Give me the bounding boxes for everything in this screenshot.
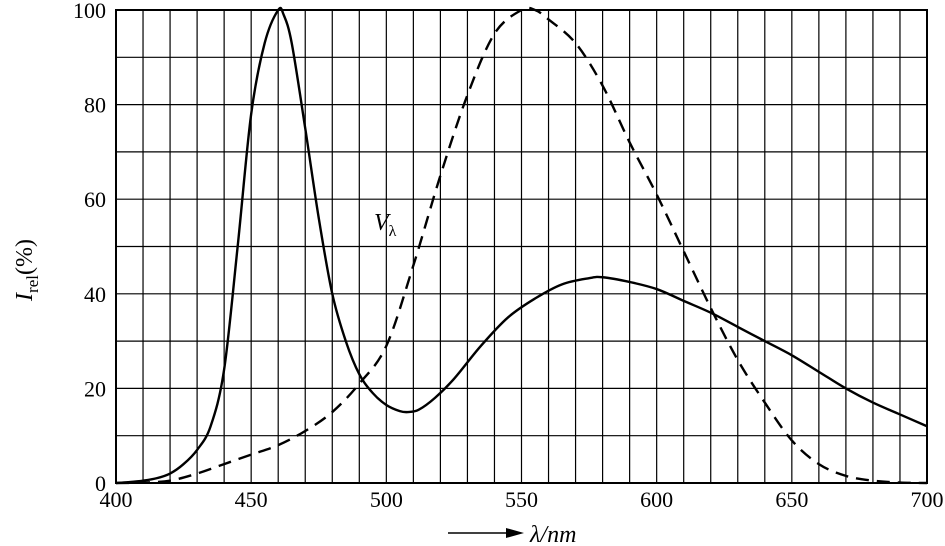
y-tick-label: 100 bbox=[73, 0, 106, 23]
x-axis-label-text: λ/nm bbox=[529, 522, 576, 546]
curves bbox=[115, 6, 928, 485]
y-tick-label: 0 bbox=[95, 471, 106, 496]
series-line-solid bbox=[115, 6, 928, 485]
x-tick-label: 450 bbox=[235, 487, 268, 512]
y-tick-label: 60 bbox=[84, 187, 106, 212]
y-tick-label: 40 bbox=[84, 282, 106, 307]
y-axis-label: Irel(%) bbox=[12, 239, 42, 302]
y-tick-label: 80 bbox=[84, 93, 106, 118]
tick-labels: 400 450 500 550 600 650 700 0 20 40 60 80 100 bbox=[73, 0, 944, 512]
x-tick-label: 650 bbox=[775, 487, 808, 512]
x-axis-label: λ/nm bbox=[448, 522, 576, 546]
series-label-v-lambda: Vλ bbox=[374, 210, 397, 240]
x-tick-label: 600 bbox=[640, 487, 673, 512]
x-axis-arrowhead-icon bbox=[506, 528, 524, 538]
y-axis-label-unit: (%) bbox=[12, 239, 38, 275]
series-label-sub: λ bbox=[389, 223, 397, 240]
y-axis-label-main: I bbox=[12, 292, 38, 302]
x-tick-label: 700 bbox=[911, 487, 944, 512]
y-tick-label: 20 bbox=[84, 376, 106, 401]
y-axis-label-sub: rel bbox=[23, 275, 42, 293]
x-tick-label: 550 bbox=[505, 487, 538, 512]
x-tick-label: 400 bbox=[100, 487, 133, 512]
x-tick-label: 500 bbox=[370, 487, 403, 512]
series-label-main: V bbox=[374, 210, 391, 236]
grid bbox=[115, 9, 928, 484]
